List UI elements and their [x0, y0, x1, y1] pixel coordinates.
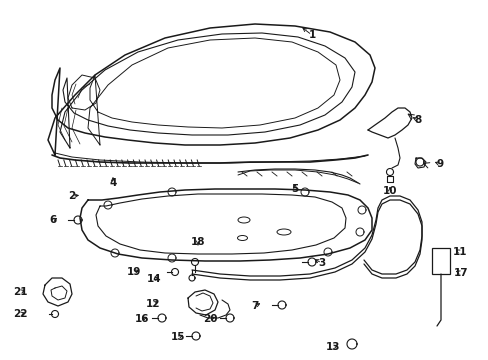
Text: 19: 19 [126, 267, 141, 277]
Text: 1: 1 [308, 30, 315, 40]
Text: 13: 13 [325, 342, 340, 352]
Text: 2: 2 [68, 191, 76, 201]
Text: 12: 12 [145, 299, 160, 309]
Text: 14: 14 [146, 274, 161, 284]
Text: 17: 17 [453, 268, 468, 278]
Bar [431, 248, 449, 274]
Text: 6: 6 [49, 215, 57, 225]
Text: 10: 10 [382, 186, 396, 196]
Text: 9: 9 [436, 159, 443, 169]
Text: 3: 3 [318, 258, 325, 268]
Text: 8: 8 [413, 115, 421, 125]
Text: 7: 7 [251, 301, 258, 311]
Text: 16: 16 [135, 314, 149, 324]
Text: 18: 18 [190, 237, 205, 247]
Text: 5: 5 [291, 184, 298, 194]
Text: 4: 4 [109, 178, 117, 188]
Text: 15: 15 [170, 332, 185, 342]
Text: 21: 21 [13, 287, 27, 297]
Text: 20: 20 [203, 314, 217, 324]
Text: 11: 11 [452, 247, 467, 257]
Text: 22: 22 [13, 309, 27, 319]
